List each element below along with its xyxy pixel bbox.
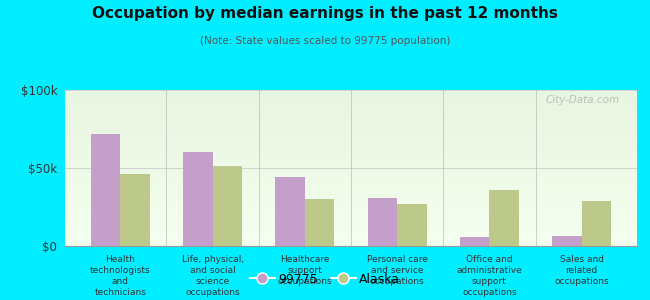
Bar xyxy=(552,236,582,246)
Text: City-Data.com: City-Data.com xyxy=(546,95,620,105)
Bar xyxy=(368,198,397,246)
Text: (Note: State values scaled to 99775 population): (Note: State values scaled to 99775 popu… xyxy=(200,36,450,46)
Bar xyxy=(120,174,150,246)
Bar xyxy=(276,177,305,246)
Bar xyxy=(460,237,489,246)
Text: Occupation by median earnings in the past 12 months: Occupation by median earnings in the pas… xyxy=(92,6,558,21)
Bar xyxy=(582,201,611,246)
Bar xyxy=(489,190,519,246)
Bar xyxy=(183,152,213,246)
Bar xyxy=(91,134,120,246)
Bar xyxy=(305,199,334,246)
Legend: 99775, Alaska: 99775, Alaska xyxy=(244,268,406,291)
Bar xyxy=(397,204,426,246)
Bar xyxy=(213,167,242,246)
